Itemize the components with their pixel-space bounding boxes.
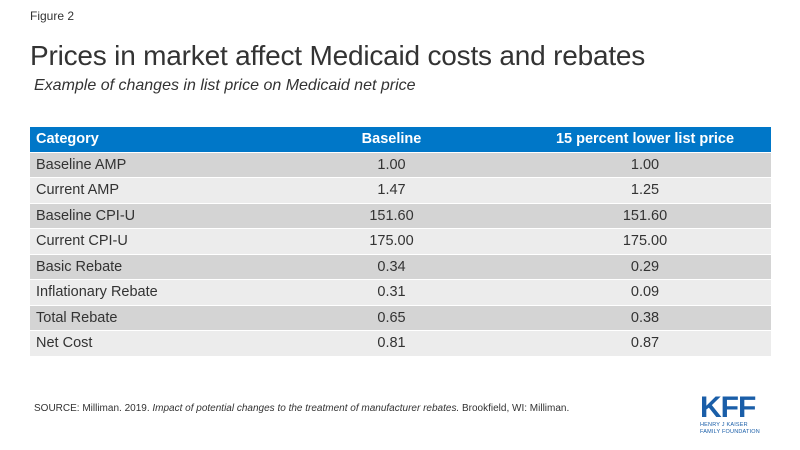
table-row: Total Rebate 0.65 0.38 xyxy=(30,305,771,331)
header-category: Category xyxy=(30,127,264,153)
row-baseline-value: 0.34 xyxy=(264,254,519,280)
row-lower-price-value: 0.38 xyxy=(519,305,771,331)
table-row: Net Cost 0.81 0.87 xyxy=(30,330,771,357)
table-row: Baseline CPI-U 151.60 151.60 xyxy=(30,203,771,229)
row-category: Total Rebate xyxy=(30,305,264,331)
table-row: Basic Rebate 0.34 0.29 xyxy=(30,254,771,280)
page-title: Prices in market affect Medicaid costs a… xyxy=(30,40,646,71)
source-title: Impact of potential changes to the treat… xyxy=(152,403,460,414)
row-baseline-value: 175.00 xyxy=(264,228,519,255)
row-lower-price-value: 1.00 xyxy=(519,152,771,178)
source-note: SOURCE: Milliman. 2019. Impact of potent… xyxy=(34,403,569,414)
row-lower-price-value: 175.00 xyxy=(519,228,771,255)
kff-logo: KFF HENRY J KAISER FAMILY FOUNDATION xyxy=(700,391,774,438)
table-row: Baseline AMP 1.00 1.00 xyxy=(30,152,771,178)
source-prefix: SOURCE: Milliman. 2019. xyxy=(34,403,153,414)
table-row: Inflationary Rebate 0.31 0.09 xyxy=(30,279,771,306)
row-lower-price-value: 151.60 xyxy=(519,203,771,229)
row-baseline-value: 0.65 xyxy=(264,305,519,331)
header-baseline: Baseline xyxy=(264,127,519,153)
logo-mark: KFF xyxy=(700,391,756,424)
header-lower-price: 15 percent lower list price xyxy=(519,127,771,153)
row-category: Current CPI-U xyxy=(30,228,264,255)
row-category: Inflationary Rebate xyxy=(30,279,264,306)
table-row: Current CPI-U 175.00 175.00 xyxy=(30,228,771,255)
data-table: Category Baseline 15 percent lower list … xyxy=(30,127,771,357)
source-suffix: Brookfield, WI: Milliman. xyxy=(459,403,570,414)
row-baseline-value: 1.00 xyxy=(264,152,519,178)
row-baseline-value: 0.81 xyxy=(264,330,519,357)
row-lower-price-value: 1.25 xyxy=(519,177,771,204)
figure-label: Figure 2 xyxy=(30,9,75,23)
logo-line-2: FAMILY FOUNDATION xyxy=(700,428,760,435)
page-subtitle: Example of changes in list price on Medi… xyxy=(34,77,416,94)
row-category: Basic Rebate xyxy=(30,254,264,280)
row-category: Baseline CPI-U xyxy=(30,203,264,229)
row-baseline-value: 1.47 xyxy=(264,177,519,204)
row-category: Current AMP xyxy=(30,177,264,204)
row-lower-price-value: 0.29 xyxy=(519,254,771,280)
row-category: Net Cost xyxy=(30,330,264,357)
logo-line-1: HENRY J KAISER xyxy=(700,422,748,428)
row-lower-price-value: 0.09 xyxy=(519,279,771,306)
table-row: Current AMP 1.47 1.25 xyxy=(30,177,771,204)
row-baseline-value: 0.31 xyxy=(264,279,519,306)
row-category: Baseline AMP xyxy=(30,152,264,178)
table-header-row: Category Baseline 15 percent lower list … xyxy=(30,127,771,153)
row-baseline-value: 151.60 xyxy=(264,203,519,229)
row-lower-price-value: 0.87 xyxy=(519,330,771,357)
